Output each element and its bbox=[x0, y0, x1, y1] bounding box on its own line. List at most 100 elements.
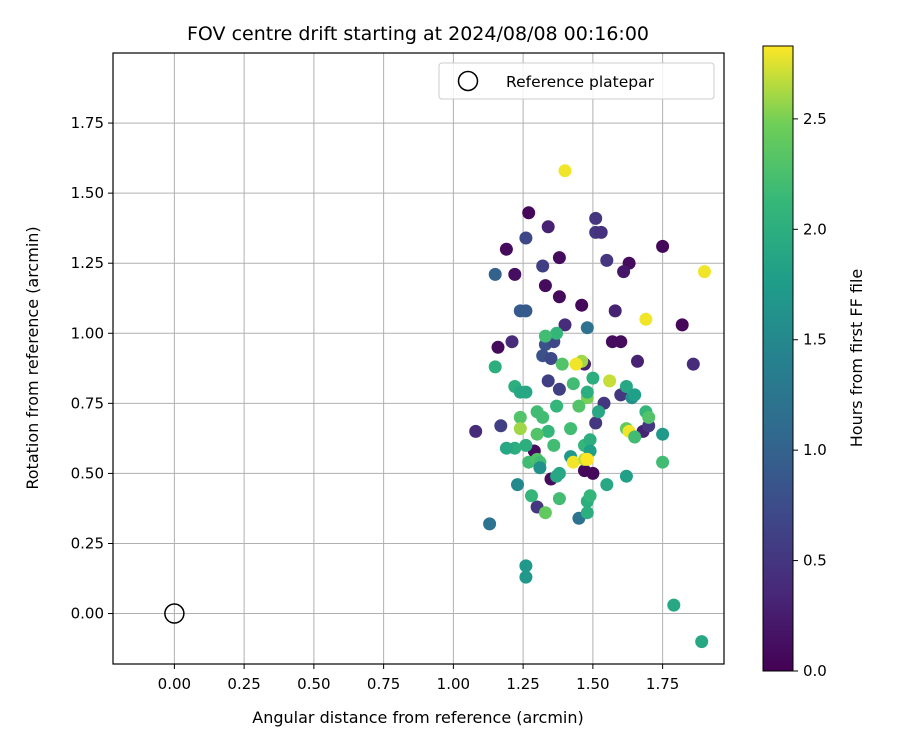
x-tick-label: 0.00 bbox=[158, 675, 191, 693]
legend-marker bbox=[457, 70, 479, 92]
data-point bbox=[555, 357, 569, 371]
y-tick-label: 1.25 bbox=[71, 254, 104, 272]
colorbar-tick-label: 1.5 bbox=[803, 331, 827, 349]
data-point bbox=[675, 318, 689, 332]
y-tick-label: 0.75 bbox=[71, 394, 104, 412]
data-point bbox=[538, 279, 552, 293]
data-point bbox=[533, 461, 547, 475]
data-point bbox=[656, 427, 670, 441]
data-point bbox=[550, 399, 564, 413]
data-point bbox=[583, 489, 597, 503]
x-axis-label: Angular distance from reference (arcmin) bbox=[252, 708, 583, 727]
data-point bbox=[614, 335, 628, 349]
colorbar-ticks: 0.0 0.5 1.0 1.5 2.0 2.5 bbox=[793, 110, 827, 680]
plot-area bbox=[112, 52, 725, 665]
grid-lines bbox=[113, 53, 724, 664]
data-point bbox=[483, 517, 497, 531]
data-point bbox=[552, 251, 566, 265]
legend: Reference platepar bbox=[438, 62, 715, 100]
data-point bbox=[558, 164, 572, 178]
data-point bbox=[508, 267, 522, 281]
data-point bbox=[544, 352, 558, 365]
data-point bbox=[667, 598, 681, 612]
data-point bbox=[572, 399, 586, 413]
colorbar-gradient bbox=[762, 45, 794, 672]
data-point bbox=[541, 220, 555, 234]
data-point bbox=[600, 253, 614, 267]
data-point bbox=[569, 357, 583, 371]
data-point bbox=[586, 371, 600, 385]
reference-marker-layer bbox=[164, 603, 185, 624]
data-point bbox=[538, 329, 552, 343]
data-point bbox=[530, 427, 544, 441]
colorbar-label: Hours from first FF file bbox=[847, 269, 866, 448]
data-point bbox=[525, 489, 538, 503]
data-point bbox=[656, 239, 670, 253]
data-point bbox=[578, 464, 591, 478]
data-point bbox=[541, 424, 555, 438]
colorbar-tick-label: 2.5 bbox=[803, 110, 827, 128]
data-point bbox=[695, 635, 709, 649]
data-point bbox=[619, 469, 633, 483]
data-point bbox=[513, 422, 527, 436]
data-point bbox=[488, 267, 502, 281]
data-point bbox=[552, 466, 566, 480]
data-point bbox=[575, 298, 589, 312]
data-point bbox=[494, 419, 508, 433]
data-point bbox=[519, 304, 533, 318]
data-point bbox=[566, 455, 580, 469]
data-point bbox=[564, 422, 578, 436]
data-point bbox=[589, 416, 603, 430]
data-point bbox=[580, 385, 594, 399]
data-point bbox=[631, 354, 644, 368]
data-point bbox=[594, 225, 608, 239]
data-point bbox=[519, 438, 533, 452]
colorbar-tick-label: 0.5 bbox=[803, 552, 827, 570]
data-point bbox=[541, 374, 555, 388]
x-tick-label: 0.50 bbox=[297, 675, 330, 693]
colorbar-tick-label: 1.0 bbox=[803, 441, 827, 459]
x-tick-label: 1.25 bbox=[506, 675, 539, 693]
data-point bbox=[536, 259, 550, 273]
y-tick-label: 0.50 bbox=[71, 464, 104, 482]
data-point bbox=[552, 290, 566, 304]
data-point bbox=[505, 335, 519, 349]
x-axis-ticks: 0.00 0.25 0.50 0.75 1.00 1.25 1.50 1.75 bbox=[158, 664, 679, 693]
data-point bbox=[619, 380, 633, 393]
chart-title: FOV centre drift starting at 2024/08/08 … bbox=[187, 23, 649, 45]
data-point bbox=[488, 360, 502, 374]
x-tick-label: 0.25 bbox=[227, 675, 260, 693]
colorbar-tick-label: 0.0 bbox=[803, 662, 827, 680]
data-point bbox=[592, 405, 605, 419]
data-point bbox=[600, 478, 614, 492]
data-point bbox=[686, 357, 700, 371]
data-point bbox=[698, 265, 711, 279]
colorbar: 0.0 0.5 1.0 1.5 2.0 2.5 Hours from first FF f… bbox=[762, 45, 866, 680]
legend-entry-reference-platepar: Reference platepar bbox=[506, 73, 655, 91]
data-point bbox=[536, 410, 550, 424]
data-point bbox=[617, 265, 631, 279]
data-point bbox=[550, 326, 564, 340]
data-point bbox=[566, 377, 580, 391]
data-point bbox=[558, 318, 572, 332]
data-point bbox=[628, 430, 642, 444]
data-point bbox=[469, 424, 483, 438]
data-point bbox=[519, 559, 533, 573]
data-point bbox=[656, 455, 670, 469]
data-point bbox=[547, 438, 561, 452]
data-point bbox=[538, 506, 552, 520]
x-tick-label: 1.75 bbox=[646, 675, 679, 693]
data-point bbox=[580, 321, 594, 335]
data-point bbox=[519, 570, 533, 584]
data-point bbox=[580, 452, 594, 466]
y-tick-label: 1.75 bbox=[71, 114, 104, 132]
data-point bbox=[589, 211, 603, 225]
x-tick-label: 0.75 bbox=[367, 675, 400, 693]
legend-box bbox=[438, 62, 715, 100]
data-point bbox=[583, 433, 597, 447]
reference-platepar-marker bbox=[164, 603, 185, 624]
data-point bbox=[491, 340, 505, 354]
data-point bbox=[499, 242, 513, 256]
y-axis-ticks: 0.00 0.25 0.50 0.75 1.00 1.25 1.50 1.75 bbox=[71, 114, 113, 623]
